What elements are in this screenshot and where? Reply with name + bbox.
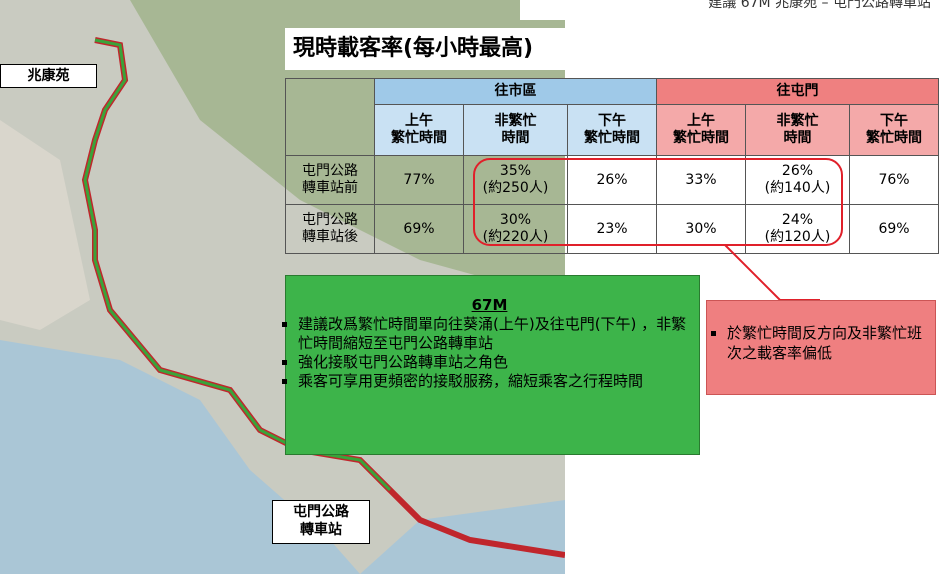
end-label-line: 轉車站 <box>273 521 369 539</box>
header-line: 上午 <box>657 113 745 130</box>
group-header: 往市區 <box>375 79 657 105</box>
row-label: 屯門公路轉車站前 <box>286 156 375 205</box>
box-title: 67M <box>286 296 693 315</box>
bullet: 乘客可享用更頻密的接駁服務，縮短乘客之行程時間 <box>298 372 693 391</box>
column-header: 下午繁忙時間 <box>850 105 939 156</box>
subheader-row: 上午繁忙時間非繁忙時間下午繁忙時間上午繁忙時間非繁忙時間下午繁忙時間 <box>286 105 939 156</box>
header-line: 非繁忙 <box>746 113 849 130</box>
green-box: 67M 建議改爲繁忙時間單向往葵涌(上午)及往屯門(下午) ，非繁忙時間縮短至屯… <box>285 275 700 455</box>
header-line: 繁忙時間 <box>568 130 656 147</box>
corner <box>286 79 375 156</box>
header-line: 繁忙時間 <box>657 130 745 147</box>
header-line: 繁忙時間 <box>375 130 463 147</box>
label-line: 轉車站前 <box>286 180 374 197</box>
pink-box: 於繁忙時間反方向及非繁忙班次之載客率偏低 <box>706 300 936 395</box>
subtitle: 建議 67M 兆康苑 – 屯門公路轉車站 <box>520 0 939 20</box>
column-header: 非繁忙時間 <box>745 105 849 156</box>
title: 現時載客率(每小時最高) <box>285 28 573 70</box>
bullet: 強化接駁屯門公路轉車站之角色 <box>298 353 693 372</box>
label-line: 屯門公路 <box>286 163 374 180</box>
cell: 69% <box>375 205 464 254</box>
group-header: 往屯門 <box>656 79 938 105</box>
column-header: 下午繁忙時間 <box>568 105 657 156</box>
cell-line: 69% <box>375 221 463 238</box>
end-label-line: 屯門公路 <box>273 503 369 521</box>
header-line: 下午 <box>850 113 938 130</box>
label-line: 屯門公路 <box>286 212 374 229</box>
column-header: 上午繁忙時間 <box>656 105 745 156</box>
row-label: 屯門公路轉車站後 <box>286 205 375 254</box>
column-header: 非繁忙時間 <box>463 105 567 156</box>
label-line: 轉車站後 <box>286 229 374 246</box>
slide: 建議 67M 兆康苑 – 屯門公路轉車站 現時載客率(每小時最高) 兆康苑 屯門… <box>0 0 939 574</box>
bullet: 建議改爲繁忙時間單向往葵涌(上午)及往屯門(下午) ，非繁忙時間縮短至屯門公路轉… <box>298 315 693 353</box>
bullet: 於繁忙時間反方向及非繁忙班次之載客率偏低 <box>727 323 929 363</box>
header-line: 下午 <box>568 113 656 130</box>
header-line: 繁忙時間 <box>850 130 938 147</box>
end-label: 屯門公路轉車站 <box>272 500 370 544</box>
header-row: 往市區往屯門 <box>286 79 939 105</box>
cell-line: 77% <box>375 172 463 189</box>
header-line: 上午 <box>375 113 463 130</box>
start-label: 兆康苑 <box>0 64 97 88</box>
column-header: 上午繁忙時間 <box>375 105 464 156</box>
header-line: 時間 <box>464 130 567 147</box>
header-line: 非繁忙 <box>464 113 567 130</box>
header-line: 時間 <box>746 130 849 147</box>
cell: 77% <box>375 156 464 205</box>
